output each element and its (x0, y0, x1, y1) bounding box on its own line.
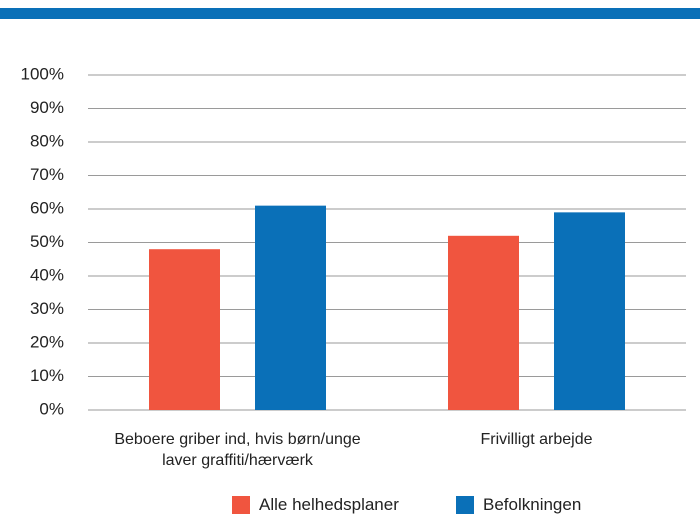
legend-item: Befolkningen (456, 494, 581, 516)
y-tick-label: 90% (30, 98, 64, 117)
legend-item: Alle helhedsplaner (232, 494, 399, 516)
legend-swatch (456, 496, 474, 514)
y-tick-label: 40% (30, 265, 64, 284)
y-tick-label: 30% (30, 299, 64, 318)
bar (255, 205, 326, 410)
y-tick-label: 70% (30, 165, 64, 184)
bar (554, 212, 625, 410)
top-band (0, 8, 700, 19)
y-tick-label: 20% (30, 332, 64, 351)
bar (149, 249, 220, 410)
y-tick-label: 0% (39, 399, 64, 418)
legend-label: Alle helhedsplaner (259, 495, 399, 514)
legend-label: Befolkningen (483, 495, 582, 514)
y-tick-label: 100% (21, 64, 64, 83)
legend-swatch (232, 496, 250, 514)
y-tick-label: 10% (30, 366, 64, 385)
y-tick-label: 60% (30, 198, 64, 217)
y-tick-label: 80% (30, 131, 64, 150)
bar (448, 235, 519, 410)
y-tick-label: 50% (30, 232, 64, 251)
x-tick-label: Beboere griber ind, hvis børn/unge laver… (114, 431, 361, 469)
x-tick-label: Frivilligt arbejde (480, 431, 593, 448)
